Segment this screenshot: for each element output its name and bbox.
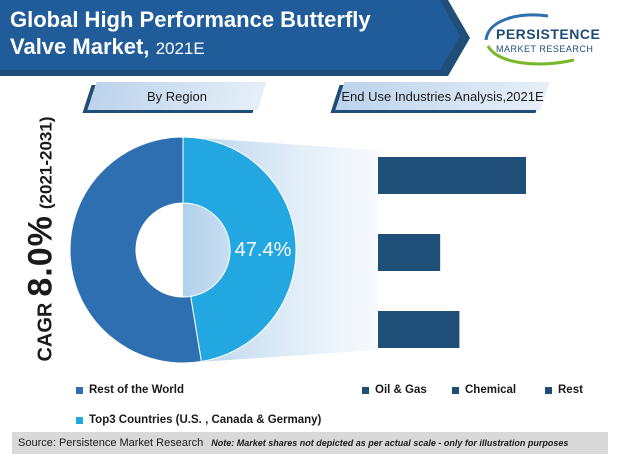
logo-swoosh-icon <box>484 13 575 66</box>
section-label-end-use: End Use Industries Analysis,2021E <box>335 82 550 110</box>
legend-item-oil-gas: Oil & Gas <box>362 384 427 396</box>
legend-swatch <box>545 386 552 394</box>
bar-chemical <box>378 234 441 271</box>
legend-label: Rest of the World <box>89 384 184 396</box>
page-title: Global High Performance Butterfly Valve … <box>10 6 450 62</box>
title-banner: Global High Performance Butterfly Valve … <box>0 0 470 76</box>
donut-data-label: 47.4% <box>235 239 292 261</box>
legend-label: Oil & Gas <box>375 384 427 396</box>
legend-item-rest: Rest <box>545 384 583 396</box>
persistence-logo: PERSISTENCE MARKET RESEARCH <box>478 10 614 70</box>
donut-slice-top3-countries <box>182 136 297 363</box>
legend-item-top3-countries: Top3 Countries (U.S. , Canada & Germany) <box>76 414 321 426</box>
bar-oil-gas <box>378 157 526 194</box>
legend-swatch <box>76 386 83 394</box>
donut-slice-rest-of-world <box>69 136 202 364</box>
section-label-end-use-text: End Use Industries Analysis,2021E <box>341 88 544 104</box>
legend-label: Top3 Countries (U.S. , Canada & Germany) <box>89 414 322 426</box>
title-year: 2021E <box>155 39 205 58</box>
legend-item-rest-of-world: Rest of the World <box>76 384 184 396</box>
footer-source: Source: Persistence Market Research <box>18 437 204 449</box>
legend-swatch <box>76 416 83 424</box>
logo-name: PERSISTENCE <box>496 26 601 42</box>
legend-label: Chemical <box>465 384 517 396</box>
title-line-2-text: Valve Market, <box>10 34 150 59</box>
title-line-1: Global High Performance Butterfly <box>10 7 371 32</box>
section-label-region: By Region <box>87 82 267 110</box>
bar-rest <box>378 311 460 348</box>
legend-label: Rest <box>558 384 583 396</box>
legend-swatch <box>362 386 369 394</box>
title-line-2: Valve Market, 2021E <box>10 33 450 62</box>
footer: Source: Persistence Market Research Note… <box>12 432 608 454</box>
title-banner-shape <box>0 0 470 76</box>
legend-item-chemical: Chemical <box>452 384 516 396</box>
section-label-region-text: By Region <box>147 88 207 104</box>
footer-note: Note: Market shares not depicted as per … <box>211 438 569 448</box>
logo-subtitle: MARKET RESEARCH <box>496 44 594 54</box>
legend-swatch <box>452 386 459 394</box>
